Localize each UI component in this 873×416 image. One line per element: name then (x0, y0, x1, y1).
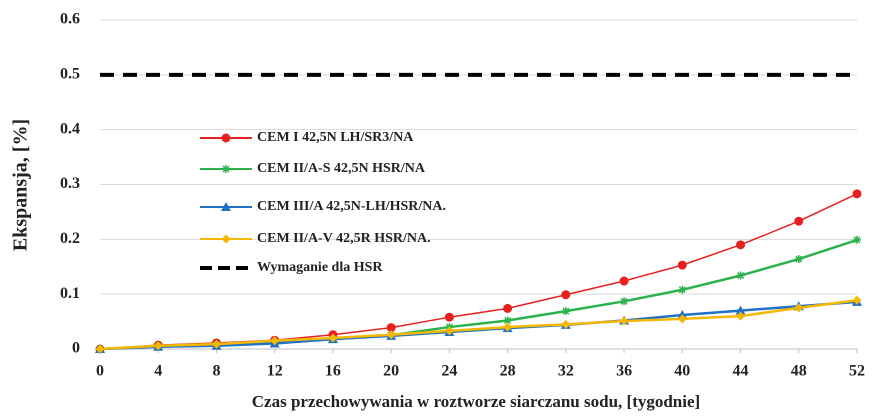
y-tick-label: 0.2 (60, 230, 80, 247)
x-tick-label: 12 (267, 363, 283, 380)
marker (619, 276, 629, 286)
marker (444, 326, 454, 336)
legend-label: CEM I 42,5N LH/SR3/NA (257, 130, 414, 145)
marker (153, 341, 163, 351)
marker (794, 216, 804, 226)
y-tick-label: 0 (72, 340, 80, 357)
marker (852, 189, 862, 199)
x-tick-label: 20 (383, 363, 399, 380)
line (99, 193, 858, 350)
x-tick-label: 40 (674, 363, 690, 380)
marker (561, 319, 571, 329)
marker (503, 322, 513, 332)
marker (736, 311, 746, 321)
legend-marker (221, 234, 231, 244)
marker (503, 303, 513, 313)
legend-label: CEM II/A-S 42,5N HSR/NA (257, 161, 426, 176)
x-axis-title: Czas przechowywania w roztworze siarczan… (252, 392, 700, 411)
marker (794, 255, 803, 264)
y-tick-label: 0.5 (60, 66, 80, 83)
x-tick-label: 24 (441, 363, 457, 380)
y-tick-label: 0.1 (60, 285, 80, 302)
y-tick-label: 0.6 (60, 11, 80, 28)
marker (444, 312, 454, 322)
marker (677, 314, 687, 324)
line (99, 298, 858, 351)
legend-marker (221, 202, 231, 211)
marker (386, 323, 396, 333)
x-tick-label: 36 (616, 363, 632, 380)
marker (735, 305, 746, 315)
y-tick-label: 0.4 (60, 120, 80, 137)
marker (211, 339, 221, 349)
y-tick-label: 0.3 (60, 175, 80, 192)
legend-label: Wymaganie dla HSR (257, 260, 383, 275)
x-tick-label: 52 (849, 363, 865, 380)
legend-marker (222, 165, 230, 173)
marker (794, 303, 804, 313)
x-tick-label: 48 (791, 363, 807, 380)
marker (270, 336, 280, 346)
marker (503, 316, 512, 325)
x-tick-label: 4 (154, 363, 162, 380)
legend-label: CEM II/A-V 42,5R HSR/NA. (257, 231, 431, 246)
y-axis-title: Ekspansja, [%] (10, 119, 32, 251)
legend-label: CEM III/A 42,5N-LH/HSR/NA. (257, 199, 446, 214)
marker (561, 290, 571, 300)
x-tick-label: 44 (733, 363, 749, 380)
marker (736, 240, 746, 250)
marker (95, 344, 105, 354)
marker (853, 235, 861, 244)
x-tick-label: 0 (96, 363, 104, 380)
marker (620, 297, 629, 306)
marker (328, 333, 338, 343)
legend-marker (221, 133, 231, 143)
marker (386, 330, 396, 340)
marker (561, 307, 570, 316)
x-tick-label: 32 (558, 363, 574, 380)
marker (677, 260, 687, 270)
marker (678, 285, 687, 294)
marker (619, 316, 629, 326)
marker (852, 295, 862, 305)
x-tick-label: 8 (212, 363, 220, 380)
x-tick-label: 28 (500, 363, 516, 380)
series (95, 295, 862, 354)
marker (736, 271, 745, 280)
x-tick-label: 16 (325, 363, 341, 380)
